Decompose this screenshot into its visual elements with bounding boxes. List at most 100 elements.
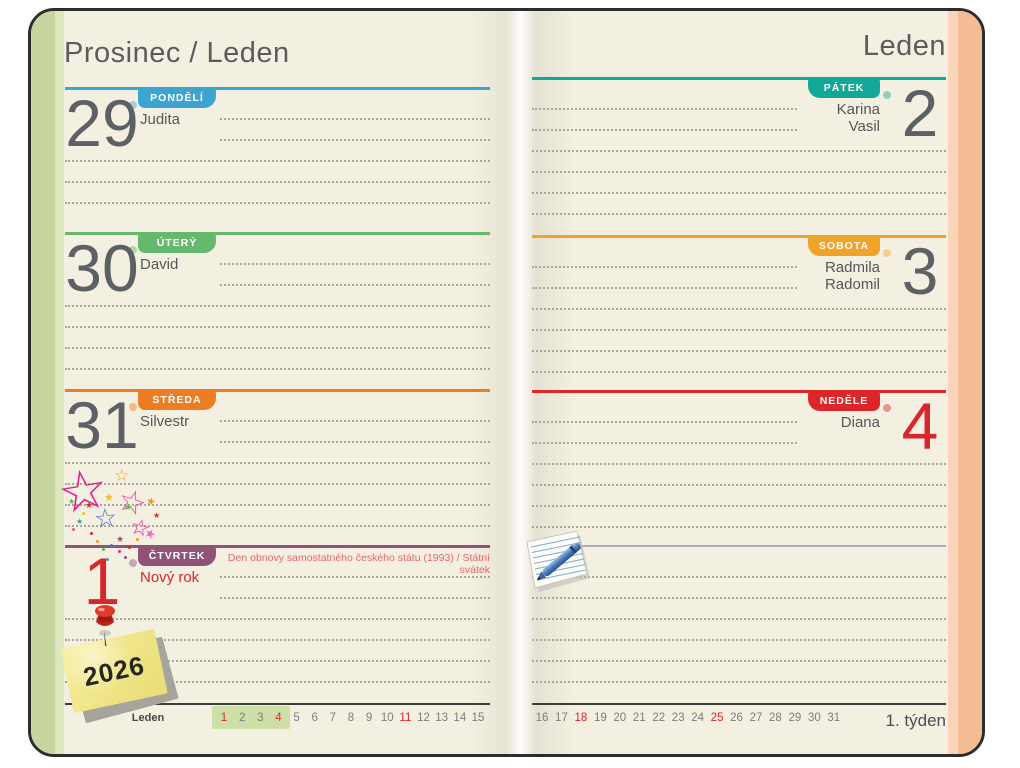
writing-line [532,129,797,131]
mini-calendar-date: 24 [691,712,705,724]
star-icon: ☆ [127,513,153,544]
mini-calendar-date: 20 [613,712,627,724]
name-day: Judita [140,111,181,128]
confetti-dot [90,532,93,535]
tab-dot [129,403,137,411]
day-date-number: 2 [901,76,939,150]
tab-dot [883,249,891,257]
day-divider-line [65,87,490,90]
day-tab: SOBOTA [808,236,880,256]
mini-calendar-date: 21 [632,712,646,724]
writing-line [65,462,490,464]
mini-calendar-date: 13 [435,712,449,724]
writing-line [532,192,946,194]
mini-calendar-date: 5 [293,712,300,724]
extra-divider-line [532,545,946,547]
day-divider-line [532,390,946,393]
holiday-label: Den obnovy samostatného českého státu (1… [227,552,490,576]
writing-line [65,483,490,485]
footer-rule-left [65,703,490,705]
tab-dot [129,559,137,567]
notepad-pen-sticker [518,526,604,600]
writing-line [65,681,490,683]
writing-line [532,308,946,310]
star-icon: ☆ [92,502,119,536]
mini-calendar-date: 22 [652,712,666,724]
writing-line [532,576,946,578]
day-tab: PONDĚLÍ [138,88,216,108]
page-gutter [468,11,574,754]
mini-calendar-date: 3 [257,712,264,724]
writing-line [220,597,490,599]
star-icon: ★ [153,511,161,520]
mini-calendar-date: 18 [574,712,588,724]
mini-calendar-date: 10 [380,712,394,724]
left-page-edge-band [31,11,55,754]
mini-calendar-date: 19 [593,712,607,724]
name-day: Karina [836,101,880,118]
name-day: David [140,256,179,273]
name-day-names: David [140,256,340,273]
star-icon: ★ [104,491,114,504]
name-day-names: Nový rok [140,569,340,586]
left-page-edge-band-inner [55,11,64,754]
writing-line [65,639,490,641]
name-day: Diana [840,414,880,431]
mini-calendar-date: 29 [788,712,802,724]
mini-calendar-date: 30 [807,712,821,724]
writing-line [220,263,490,265]
mini-calendar-left: 1 2 3 4 5 6 7 8 9 10 11 12 13 14 15 [216,708,486,728]
writing-line [532,287,797,289]
writing-line [220,441,490,443]
mini-calendar-date: 28 [769,712,782,724]
name-day: Vasil [848,118,880,135]
day-tab: ÚTERÝ [138,233,216,253]
day-divider-line [65,232,490,235]
writing-line [532,660,946,662]
writing-line [65,347,490,349]
tab-dot [883,91,891,99]
confetti-dot [72,528,75,531]
mini-calendar-date: 4 [275,712,282,724]
writing-line [65,160,490,162]
writing-line [532,350,946,352]
day-divider-line [532,235,946,238]
day-tab: PÁTEK [808,78,880,98]
writing-line [65,326,490,328]
day-date-number: 4 [901,389,939,463]
writing-line [220,118,490,120]
day-divider-line [65,389,490,392]
mini-calendar-date: 15 [471,712,485,724]
tab-dot [129,101,137,109]
name-day: Silvestr [140,413,190,430]
writing-line [220,139,490,141]
name-day: Radomil [824,276,880,293]
writing-line [532,618,946,620]
writing-line [532,681,946,683]
writing-line [65,181,490,183]
writing-line [65,305,490,307]
writing-line [65,660,490,662]
tab-dot [883,404,891,412]
sticky-note-year-text: 2026 [80,649,148,692]
day-date-number: 1 [83,544,121,618]
writing-line [532,526,946,528]
writing-line [220,420,490,422]
right-page-edge-band-inner [948,11,958,754]
mini-calendar-date: 6 [311,712,318,724]
name-day-names: Diana [680,414,880,431]
sticky-note-shadow [69,636,179,724]
mini-calendar-date: 26 [730,712,743,724]
name-day: Nový rok [140,569,200,586]
mini-calendar-date: 9 [365,712,373,724]
writing-line [532,213,946,215]
mini-calendar-current-week-highlight [212,706,290,729]
mini-calendar-right: 16 17 18 19 20 21 22 23 24 25 26 27 28 29 30 31 [534,708,842,728]
star-icon: ★ [141,525,159,544]
writing-line [532,371,946,373]
writing-line [532,421,797,423]
mini-calendar-month-label: Leden [131,712,165,724]
mini-calendar-date: 7 [329,712,337,724]
sticky-note: 2026 [60,628,168,714]
